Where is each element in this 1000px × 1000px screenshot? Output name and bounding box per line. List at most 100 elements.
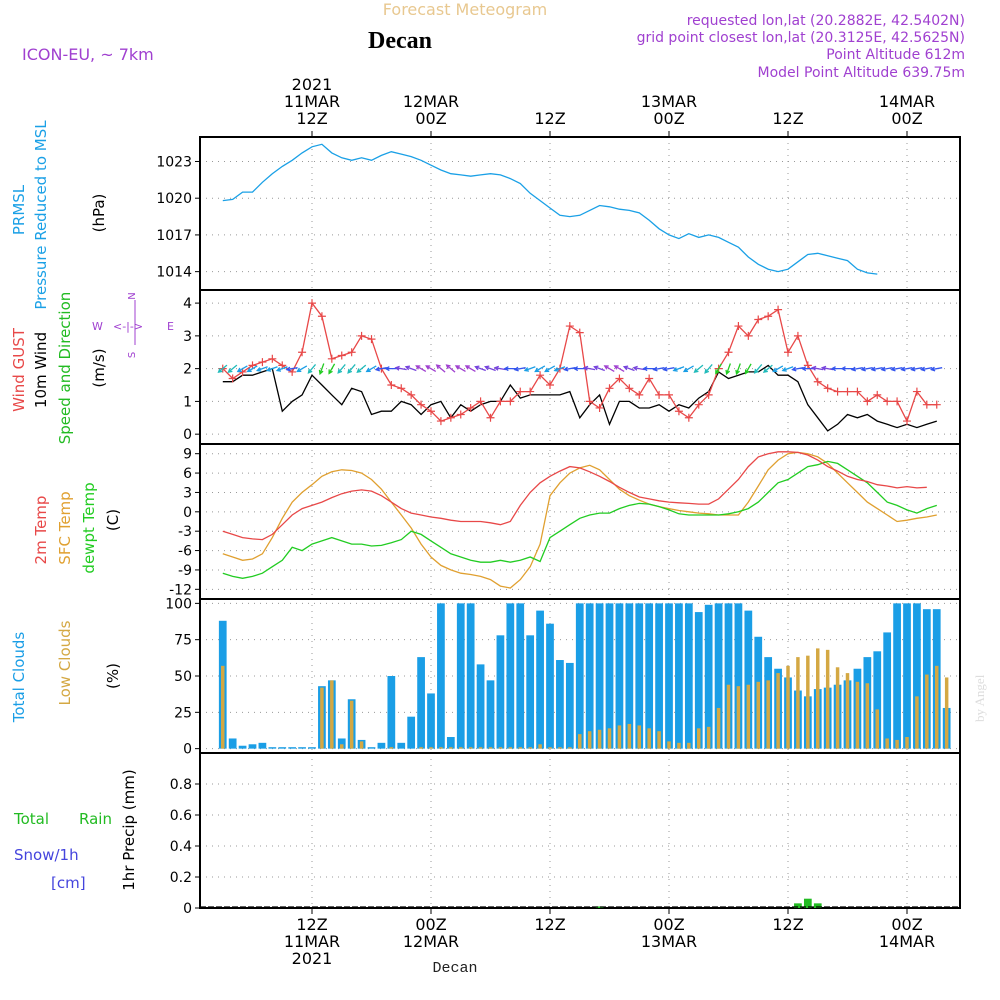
- gust-line: [222, 301, 937, 423]
- low-cloud-bar: [419, 747, 423, 749]
- wind-direction-arrow: [365, 365, 377, 373]
- low-cloud-bar: [528, 747, 532, 749]
- gust-marker: [397, 384, 406, 393]
- grid-point: grid point closest lon,lat (20.3125E, 42…: [637, 30, 965, 46]
- compass-rose: N W <-|-> E S: [92, 292, 174, 358]
- gust-marker: [853, 387, 862, 396]
- total-cloud-bar: [308, 747, 316, 749]
- total-cloud-bar: [526, 635, 535, 749]
- panel-frame: [199, 136, 961, 291]
- total-cloud-bar: [258, 742, 267, 749]
- gust-marker: [357, 331, 366, 340]
- y-tick-label: 75: [174, 633, 192, 649]
- time-label-bottom: 12Z: [296, 915, 327, 934]
- gust-marker: [843, 387, 852, 396]
- gust-marker: [565, 322, 574, 331]
- total-cloud-bar: [883, 632, 892, 749]
- total-cloud-bar: [536, 610, 544, 749]
- gust-marker: [387, 381, 396, 390]
- time-label-bottom: 12Z: [772, 915, 803, 934]
- y-tick-label: 0.2: [170, 870, 192, 886]
- point-altitude: Point Altitude 612m: [826, 47, 965, 63]
- wind-direction-arrow: [503, 366, 516, 372]
- gust-marker: [476, 397, 485, 406]
- low-cloud-bar: [796, 657, 800, 749]
- wind-direction-arrow: [753, 364, 763, 374]
- gust-marker: [635, 390, 644, 399]
- total-cloud-bar: [714, 603, 723, 749]
- total-cloud-bar: [446, 737, 455, 749]
- low-cloud-bar: [786, 665, 790, 749]
- wind-direction-arrow: [296, 365, 308, 373]
- total-cloud-bar: [546, 623, 554, 749]
- low-cloud-bar: [657, 731, 661, 749]
- compass-s: S: [127, 352, 138, 358]
- wind-direction-arrow: [642, 366, 655, 372]
- low-cloud-bar: [449, 747, 453, 749]
- chart-axes: 1014 1017 1020 1023 0 1 2 3 4 -12 -9 -6 -3 0 3 6 9 0 25 50 7…: [156, 75, 961, 968]
- total-cloud-bar: [913, 603, 921, 749]
- low-cloud-bar: [429, 747, 433, 749]
- total-cloud-bar: [407, 716, 416, 749]
- low-cloud-bar: [726, 684, 731, 749]
- compass-n: N: [127, 292, 138, 299]
- wind-direction-arrow: [544, 365, 556, 373]
- gust-marker: [645, 374, 654, 383]
- wind-direction-arrow: [593, 365, 605, 372]
- wind-direction-arrow: [285, 366, 298, 372]
- wind-direction-arrow: [337, 364, 346, 374]
- low-clouds-label: Low Clouds: [56, 620, 74, 705]
- wind-direction-arrow: [762, 364, 773, 374]
- pressure-unit: (hPa): [90, 194, 108, 233]
- wind-direction-arrow: [484, 365, 496, 372]
- gust-marker: [912, 387, 921, 396]
- low-cloud-bar: [736, 686, 741, 749]
- time-label-bottom: 13MAR: [641, 932, 697, 951]
- prmsl-label: PRMSL: [10, 184, 28, 235]
- gust-marker: [427, 407, 435, 416]
- speed-dir-label: Speed and Direction: [56, 292, 74, 445]
- low-cloud-bar: [320, 687, 324, 749]
- low-cloud-bar: [597, 729, 602, 749]
- wind-direction-arrow: [900, 366, 913, 372]
- low-cloud-bar: [637, 725, 641, 749]
- total-cloud-bar: [635, 603, 644, 749]
- total-cloud-bar: [694, 612, 703, 749]
- gust-marker: [793, 331, 802, 340]
- snow-legend: Snow/1h: [14, 846, 79, 864]
- low-cloud-bar: [538, 744, 542, 749]
- clouds-unit: (%): [104, 663, 122, 689]
- gust-marker: [774, 305, 783, 314]
- y-tick-label: 100: [165, 596, 192, 612]
- low-cloud-bar: [340, 744, 344, 749]
- gust-marker: [367, 335, 376, 344]
- gust-label: Wind GUST: [10, 327, 28, 412]
- wind-direction-arrow: [800, 366, 814, 372]
- wind-direction-arrow: [910, 366, 923, 372]
- wind-label: 10m Wind: [32, 332, 50, 408]
- wind-direction-arrow: [513, 366, 526, 372]
- wind-direction-arrow: [840, 366, 853, 372]
- wind-direction-arrow: [781, 366, 794, 372]
- gust-marker: [327, 354, 336, 363]
- total-cloud-bar: [704, 604, 713, 749]
- gust-marker: [456, 410, 465, 419]
- low-cloud-bar: [935, 665, 939, 749]
- low-cloud-bar: [905, 737, 909, 749]
- low-cloud-bar: [895, 739, 899, 749]
- wind-direction-arrow: [435, 364, 446, 373]
- gust-marker: [823, 384, 832, 393]
- time-label-bottom: 12MAR: [403, 932, 459, 951]
- dewpt-line: [222, 460, 937, 579]
- low-cloud-bar: [776, 673, 780, 749]
- rain-bar: [803, 898, 812, 908]
- low-cloud-bar: [766, 680, 770, 749]
- total-cloud-bar: [417, 657, 425, 749]
- total-cloud-bar: [456, 603, 465, 749]
- time-label-bottom: 00Z: [653, 915, 684, 934]
- gust-marker: [764, 312, 773, 321]
- gust-marker: [893, 397, 902, 406]
- gust-marker: [922, 400, 931, 409]
- total-cloud-bar: [466, 603, 475, 749]
- time-label-bottom: 12Z: [534, 915, 565, 934]
